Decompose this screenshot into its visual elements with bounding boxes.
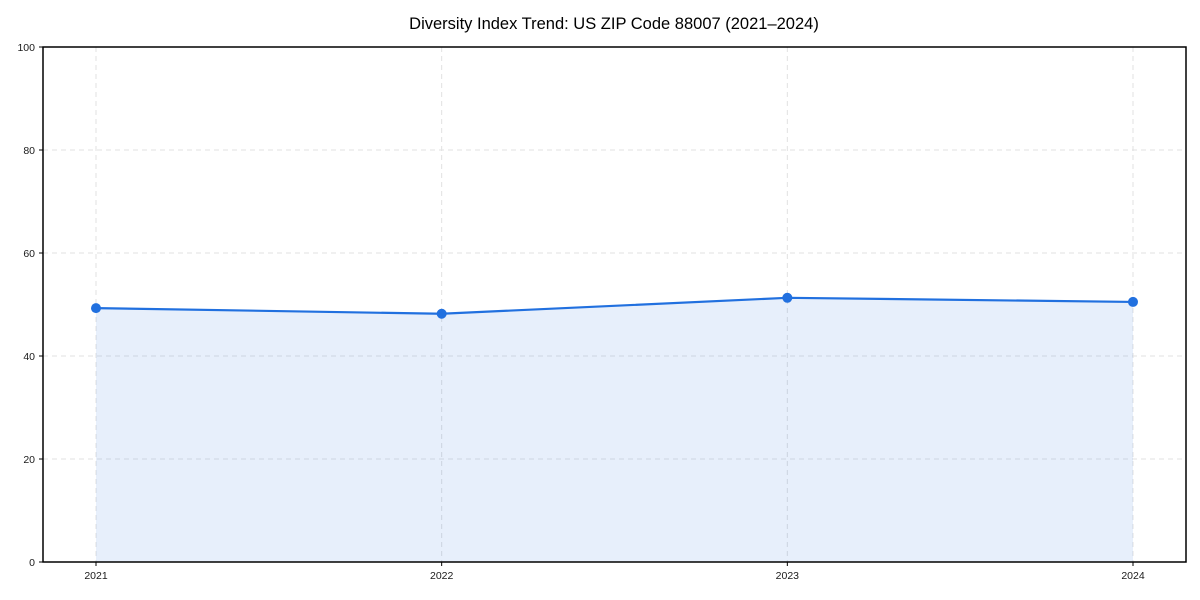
x-tick-label: 2024: [1121, 570, 1145, 582]
y-tick-label: 0: [29, 557, 35, 569]
y-tick-label: 100: [17, 42, 35, 54]
y-tick-label: 20: [23, 454, 35, 466]
y-tick-label: 40: [23, 351, 35, 363]
data-point-2022: [436, 308, 447, 319]
x-tick-label: 2022: [430, 570, 454, 582]
trend-line: [94, 296, 1135, 315]
chart-plot-area: 2021 2022 2023 2024 0 20 40 60 80 100: [17, 42, 1187, 582]
plot-border: [42, 46, 1187, 563]
x-tick-label: 2023: [776, 570, 800, 582]
data-point-2021: [91, 303, 101, 314]
chart-title: Diversity Index Trend: US ZIP Code 88007…: [409, 15, 819, 33]
data-point-2024: [1128, 296, 1138, 307]
area-fill: [96, 297, 1133, 562]
y-tick-label: 80: [23, 145, 35, 157]
y-tick-label: 60: [23, 248, 35, 260]
data-point-2023: [782, 292, 793, 303]
x-tick-label: 2021: [84, 570, 108, 582]
